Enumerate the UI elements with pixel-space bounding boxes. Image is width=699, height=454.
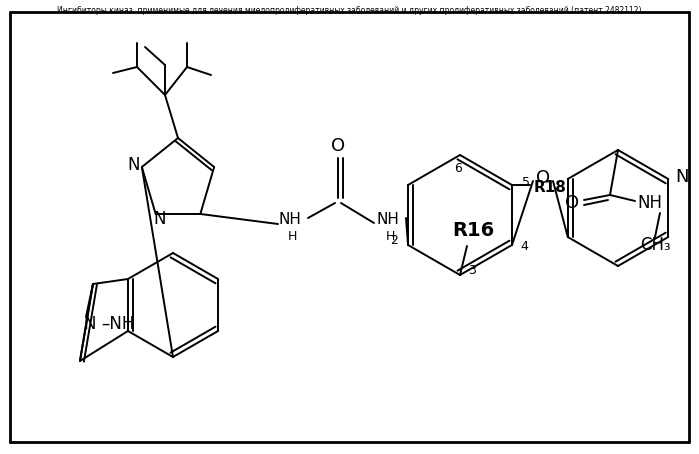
Text: O: O	[331, 137, 345, 155]
Text: 4: 4	[520, 241, 528, 253]
Text: Ингибиторы киназ, применимые для лечения миелопролиферативных заболеваний и друг: Ингибиторы киназ, применимые для лечения…	[57, 6, 642, 15]
Text: NH: NH	[377, 212, 399, 227]
Text: –NH: –NH	[101, 315, 135, 333]
Text: R18: R18	[533, 179, 566, 194]
Text: CH₃: CH₃	[640, 236, 670, 254]
Text: N: N	[128, 156, 140, 174]
Text: N: N	[84, 315, 96, 333]
Text: N: N	[675, 168, 689, 186]
Text: 6: 6	[454, 163, 462, 176]
Text: NH: NH	[637, 194, 663, 212]
Text: NH: NH	[279, 212, 301, 227]
Text: N: N	[153, 210, 166, 228]
Text: O: O	[536, 169, 550, 187]
Text: H: H	[385, 230, 395, 242]
Text: R16: R16	[452, 221, 494, 240]
Text: 5: 5	[522, 176, 530, 188]
Text: 3: 3	[468, 263, 476, 276]
Text: O: O	[565, 194, 579, 212]
Text: H: H	[287, 230, 296, 242]
Text: 2: 2	[390, 233, 398, 247]
